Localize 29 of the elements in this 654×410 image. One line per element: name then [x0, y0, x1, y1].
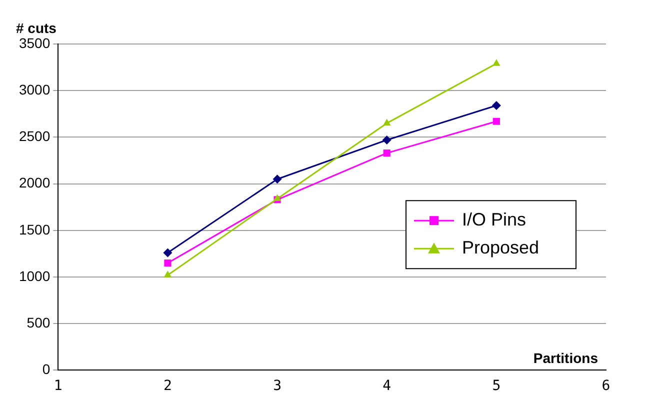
point	[383, 150, 390, 157]
point	[272, 174, 282, 184]
x-tick-label: 5	[492, 378, 501, 394]
y-axis-title: # cuts	[16, 20, 57, 36]
point	[492, 118, 500, 125]
y-tick-label: 1000	[18, 268, 50, 284]
point	[492, 101, 501, 110]
point	[164, 270, 172, 278]
point	[382, 118, 391, 126]
y-tick-label: 2000	[18, 174, 50, 191]
x-tick-label: 6	[602, 378, 610, 394]
point	[273, 194, 282, 201]
legend-label: Proposed	[462, 238, 540, 258]
y-tick-label: 1500	[18, 221, 50, 238]
y-tick-label: 3000	[18, 81, 50, 98]
x-tick-label: 2	[163, 378, 172, 394]
point	[164, 259, 172, 267]
legend-label: I/O Pins	[462, 210, 526, 230]
y-tick-label: 3500	[18, 34, 50, 51]
y-tick-label: 0	[42, 361, 50, 378]
x-tick-label: 3	[273, 378, 282, 394]
x-tick-label: 4	[382, 378, 392, 394]
point	[492, 59, 500, 66]
x-tick-label: 1	[54, 378, 62, 394]
y-tick-label: 2500	[18, 128, 50, 144]
point	[163, 248, 172, 258]
point	[382, 135, 392, 144]
x-axis-title: Partitions	[533, 350, 598, 366]
y-tick-label: 500	[26, 314, 50, 330]
